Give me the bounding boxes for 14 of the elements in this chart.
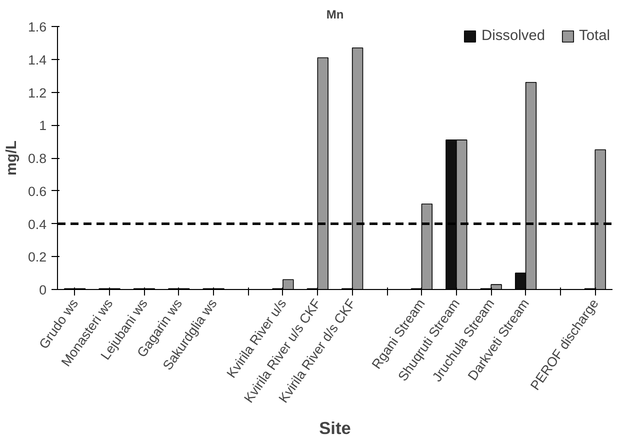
chart-title: Mn — [326, 8, 344, 22]
y-axis-title: mg/L — [4, 140, 20, 176]
legend-label: Total — [579, 28, 610, 44]
y-tick-label: 0.4 — [28, 216, 48, 232]
y-tick-label: 0.6 — [28, 184, 47, 199]
x-axis-title: Site — [319, 418, 352, 438]
y-tick-label: 1 — [39, 118, 47, 134]
y-tick-label: 0.2 — [28, 250, 47, 265]
legend-label: Dissolved — [481, 28, 546, 44]
y-tick-label: 1.6 — [28, 20, 47, 34]
y-tick-label: 1.4 — [28, 52, 48, 68]
y-tick-label: 0.8 — [28, 151, 47, 166]
y-tick-label: 0 — [39, 282, 47, 298]
y-tick-label: 1.2 — [28, 85, 47, 100]
